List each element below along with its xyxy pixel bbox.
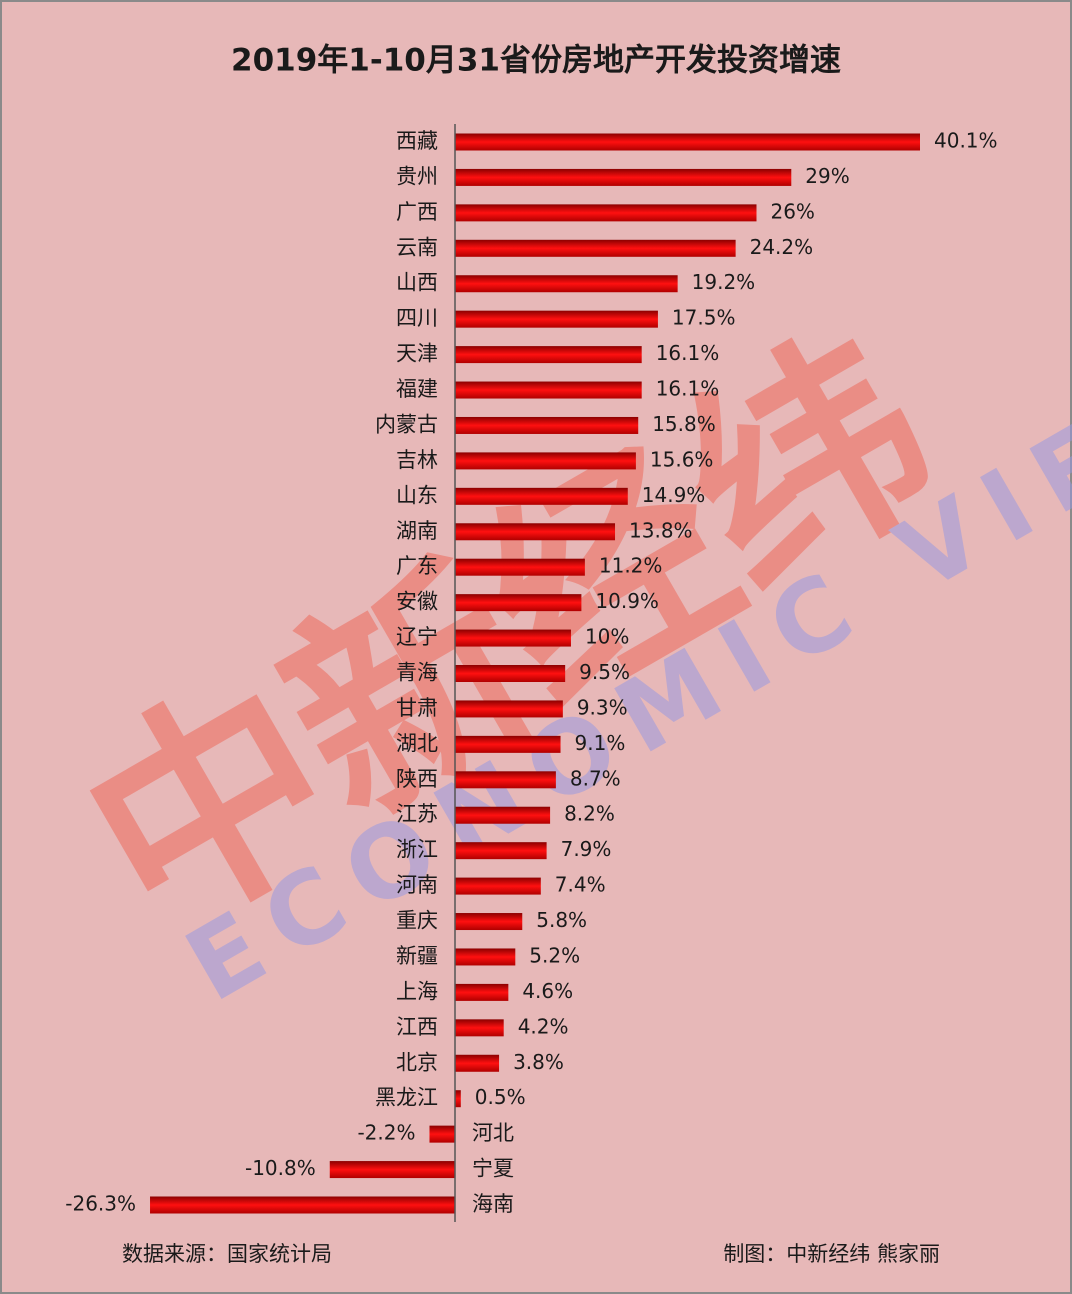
bar	[455, 487, 628, 505]
category-label: 西藏	[396, 129, 438, 153]
value-label: 7.9%	[561, 837, 612, 861]
bar	[455, 1090, 461, 1108]
bar	[455, 452, 636, 470]
bar	[455, 133, 920, 151]
category-label: 浙江	[396, 838, 438, 862]
category-label: 重庆	[396, 909, 438, 933]
value-label: 40.1%	[934, 129, 998, 153]
value-label: 14.9%	[642, 483, 706, 507]
category-label: 新疆	[396, 944, 438, 968]
category-label: 湖南	[396, 519, 438, 543]
value-label: 16.1%	[656, 377, 720, 401]
source: 数据来源：国家统计局	[122, 1242, 332, 1266]
bar	[455, 168, 792, 186]
bar	[455, 948, 516, 966]
category-label: 北京	[396, 1050, 438, 1074]
bar	[455, 204, 757, 222]
bar	[429, 1125, 455, 1143]
value-label: 7.4%	[555, 873, 606, 897]
value-label: 26%	[770, 199, 814, 223]
value-label: 4.2%	[518, 1014, 569, 1038]
bar	[455, 239, 736, 257]
value-label: 9.3%	[577, 695, 628, 719]
credit: 制图：中新经纬 熊家丽	[723, 1242, 940, 1266]
bar	[455, 806, 551, 824]
category-label: 天津	[396, 342, 438, 366]
category-label: 福建	[396, 377, 438, 401]
category-label: 河南	[396, 873, 438, 897]
value-label: 5.2%	[529, 943, 580, 967]
bar	[455, 665, 566, 682]
chart-title: 2019年1-10月31省份房地产开发投资增速	[231, 43, 841, 79]
value-label: 15.8%	[652, 412, 716, 436]
bar	[455, 700, 563, 718]
bar	[455, 1054, 500, 1072]
bar	[455, 735, 561, 753]
bar	[455, 842, 547, 860]
value-label: 8.7%	[570, 766, 621, 790]
bar	[455, 275, 678, 293]
value-label: -2.2%	[357, 1121, 415, 1145]
value-label: 19.2%	[692, 270, 756, 294]
category-label: 安徽	[396, 590, 438, 614]
bar	[455, 877, 541, 895]
category-label: 内蒙古	[375, 412, 438, 436]
bar	[455, 310, 658, 328]
category-label: 青海	[396, 661, 438, 685]
category-label: 江西	[396, 1015, 438, 1039]
value-label: 16.1%	[656, 341, 720, 365]
value-label: 5.8%	[536, 908, 587, 932]
category-label: 宁夏	[472, 1157, 514, 1181]
value-label: 24.2%	[750, 235, 814, 259]
category-label: 广东	[396, 554, 438, 578]
bar	[329, 1161, 455, 1179]
bar	[455, 1019, 504, 1037]
value-label: 29%	[805, 164, 849, 188]
value-label: 13.8%	[629, 518, 693, 542]
bar	[455, 381, 642, 399]
bar	[455, 558, 585, 576]
category-label: 湖北	[396, 731, 438, 755]
value-label: -26.3%	[65, 1192, 136, 1216]
category-label: 吉林	[396, 448, 438, 472]
category-label: 贵州	[396, 164, 438, 188]
value-label: 17.5%	[672, 306, 736, 330]
value-label: 3.8%	[513, 1050, 564, 1074]
category-label: 广西	[396, 200, 438, 224]
bar	[455, 523, 616, 541]
bar	[455, 346, 642, 364]
value-label: -10.8%	[245, 1156, 316, 1180]
value-label: 10%	[585, 625, 629, 649]
category-label: 辽宁	[396, 625, 438, 649]
bar	[455, 416, 639, 434]
category-label: 黑龙江	[375, 1086, 438, 1110]
value-label: 11.2%	[599, 554, 663, 578]
value-label: 8.2%	[564, 802, 615, 826]
category-label: 山东	[396, 483, 438, 507]
category-label: 河北	[472, 1121, 514, 1145]
category-label: 山西	[396, 271, 438, 295]
bar	[455, 983, 509, 1001]
bar	[455, 594, 582, 612]
category-label: 四川	[396, 306, 438, 330]
category-label: 上海	[396, 979, 438, 1003]
value-label: 9.1%	[575, 731, 626, 755]
bar	[455, 913, 523, 931]
value-label: 10.9%	[595, 589, 659, 613]
category-label: 陕西	[396, 767, 438, 791]
value-label: 15.6%	[650, 447, 714, 471]
category-label: 海南	[472, 1192, 514, 1216]
category-label: 江苏	[396, 802, 438, 826]
value-label: 4.6%	[522, 979, 573, 1003]
value-label: 9.5%	[579, 660, 630, 684]
bar	[150, 1196, 455, 1214]
bar	[455, 771, 556, 789]
category-label: 甘肃	[396, 696, 438, 720]
category-label: 云南	[396, 235, 438, 259]
value-label: 0.5%	[475, 1085, 526, 1109]
bar	[455, 629, 571, 647]
